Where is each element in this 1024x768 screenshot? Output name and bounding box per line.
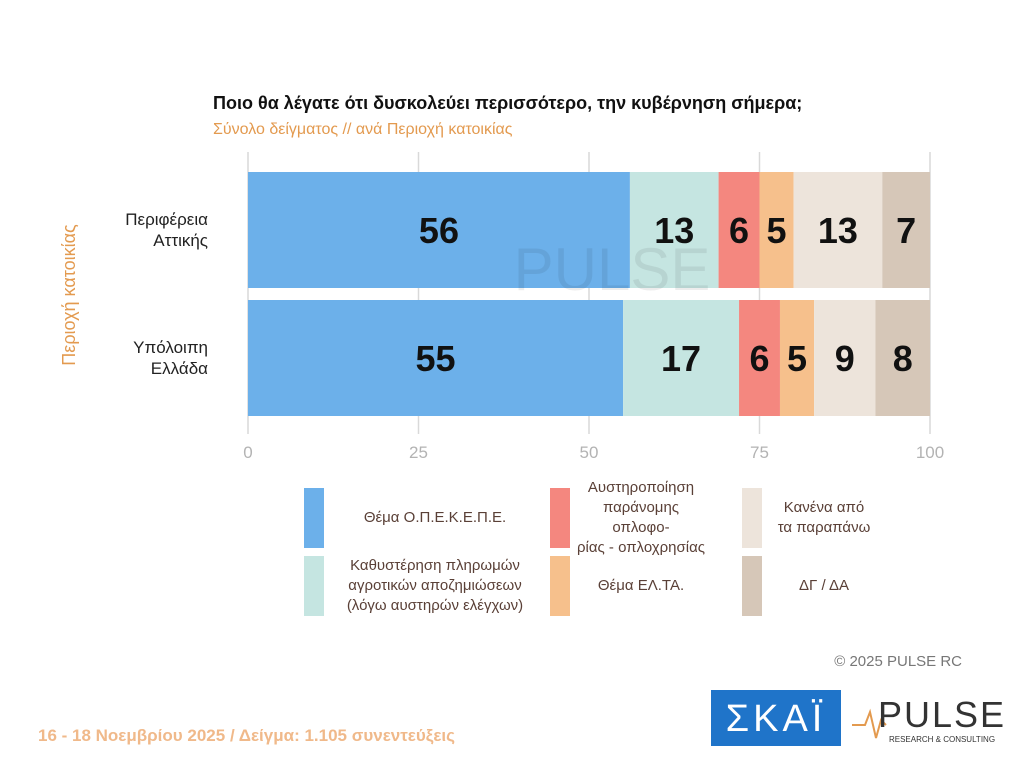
category-label: Υπόλοιπη Ελλάδα <box>133 338 208 378</box>
x-tick-label: 75 <box>750 443 769 462</box>
data-label: 8 <box>893 338 913 379</box>
bar-segment <box>793 172 883 288</box>
logo-right-sub: RESEARCH & CONSULTING <box>889 735 995 744</box>
data-label: 9 <box>835 338 855 379</box>
chart-title: Ποιο θα λέγατε ότι δυσκολεύει περισσότερ… <box>213 93 802 113</box>
data-label: 7 <box>896 210 916 251</box>
bar-segment <box>882 172 930 288</box>
legend-swatch <box>742 488 762 548</box>
data-label: 6 <box>729 210 749 251</box>
bar-segment <box>875 300 930 416</box>
bar-segment <box>759 172 794 288</box>
data-label: 55 <box>416 338 456 379</box>
data-label: 6 <box>749 338 769 379</box>
legend-swatch <box>550 556 570 616</box>
legend-label: Θέμα Ο.Π.Ε.Κ.Ε.Π.Ε. <box>363 509 507 526</box>
legend-swatch <box>742 556 762 616</box>
logo-left: ΣΚΑΪ <box>726 698 827 740</box>
logo-pulse-icon <box>852 708 887 739</box>
legend-swatch <box>304 556 324 616</box>
legend-label: ΔΓ / ΔΑ <box>799 577 849 594</box>
x-tick-label: 100 <box>916 443 944 462</box>
footnote: 16 - 18 Νοεμβρίου 2025 / Δείγμα: 1.105 σ… <box>38 726 455 745</box>
x-tick-label: 25 <box>409 443 428 462</box>
data-label: 13 <box>818 210 858 251</box>
legend-swatch <box>550 488 570 548</box>
legend-label: Αυστηροποίηση παράνομης οπλοφο- ρίας - ο… <box>576 479 706 556</box>
legend-label: Καθυστέρηση πληρωμών αγροτικών αποζημιώσ… <box>346 557 524 614</box>
bar-segment <box>739 300 780 416</box>
legend-label: Θέμα ΕΛ.ΤΑ. <box>597 577 685 594</box>
legend-swatch <box>304 488 324 548</box>
chart-subtitle: Σύνολο δείγματος // ανά Περιοχή κατοικία… <box>213 121 513 138</box>
bars: 56 13 6 5 13 755 17 6 5 9 8 <box>248 172 930 416</box>
x-tick-label: 50 <box>580 443 599 462</box>
bar-segment <box>718 172 760 288</box>
copyright: © 2025 PULSE RC <box>834 653 962 670</box>
bar-segment <box>779 300 815 416</box>
y-axis-label: Περιοχή κατοικίας <box>59 224 79 366</box>
data-label: 5 <box>787 338 807 379</box>
bar-segment <box>248 300 624 416</box>
x-tick-label: 0 <box>243 443 252 462</box>
bar-segment <box>814 300 876 416</box>
data-label: 17 <box>661 338 701 379</box>
bar-segment <box>248 172 630 288</box>
bar-segment <box>629 172 719 288</box>
category-label: Περιφέρεια Αττικής <box>125 210 208 250</box>
watermark: PULSE <box>514 236 711 303</box>
data-label: 5 <box>767 210 787 251</box>
data-label: 56 <box>419 210 459 251</box>
legend-label: Κανένα από τα παραπάνω <box>777 499 871 536</box>
logo-box <box>711 690 841 746</box>
bar-segment <box>623 300 740 416</box>
data-label: 13 <box>654 210 694 251</box>
logo-right: PULSE <box>878 694 1006 735</box>
